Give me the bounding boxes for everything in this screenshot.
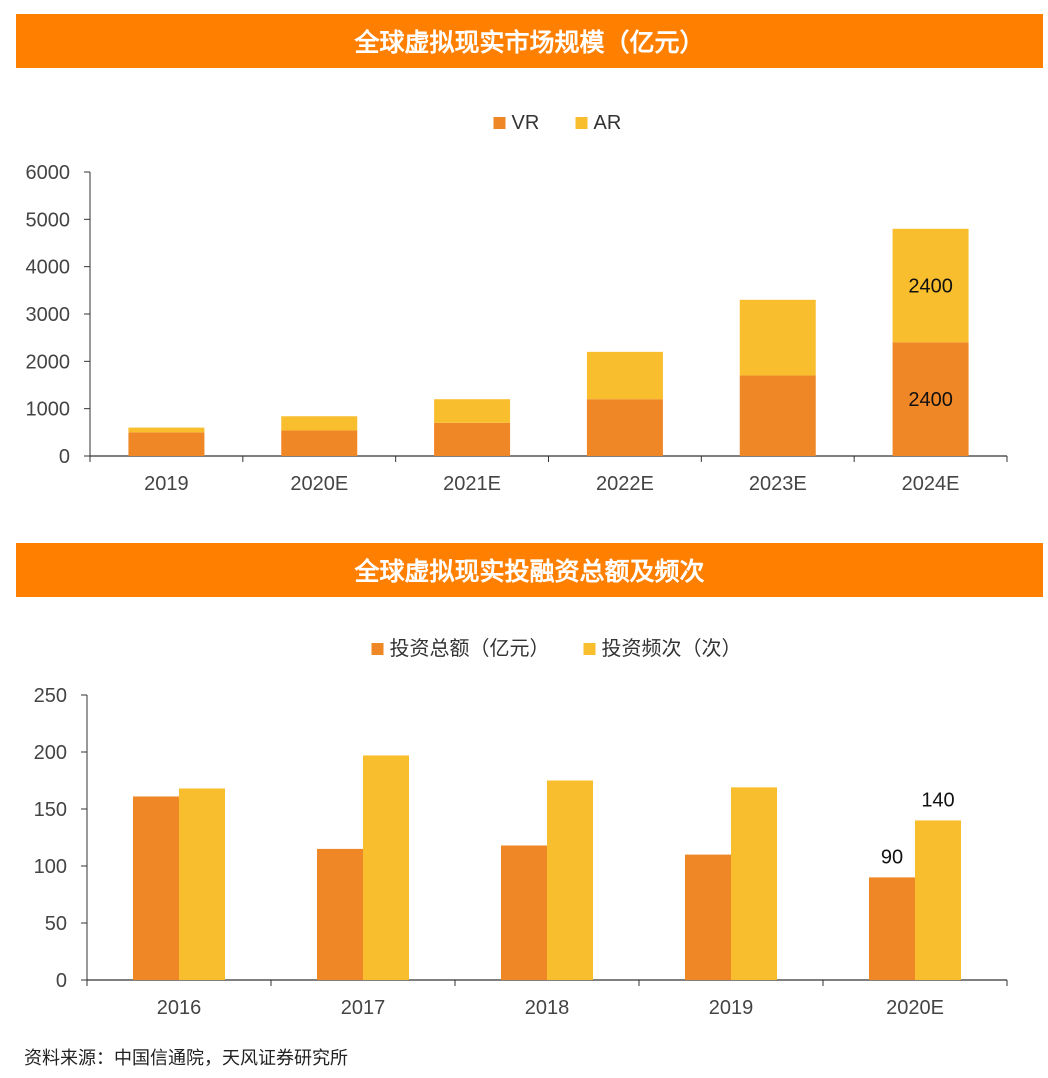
chart1-bar-VR-3: [586, 399, 663, 456]
source-note: 资料来源：中国信通院，天风证券研究所: [24, 1048, 348, 1069]
chart1-x-tick-label-4: 2023E: [749, 473, 807, 495]
chart1-legend-swatch-1: [575, 117, 588, 129]
chart1-title-banner: 全球虚拟现实市场规模（亿元）: [16, 14, 1043, 68]
chart1-bar-VR-5: [892, 342, 969, 456]
chart2-x-tick-label-0: 2016: [157, 997, 202, 1019]
chart1-bar-AR-2: [434, 399, 511, 423]
chart1-title: 全球虚拟现实市场规模（亿元）: [354, 28, 705, 57]
chart1-y-tick-label-3: 3000: [26, 304, 71, 326]
chart2-bar-s1-3: [731, 787, 777, 980]
chart1-x-tick-label-5: 2024E: [902, 473, 960, 495]
chart1-y-tick-label-1: 1000: [26, 399, 71, 421]
chart1-bar-VR-4: [739, 375, 816, 456]
chart2-y-tick-label-3: 150: [34, 799, 67, 821]
chart1-data-label-1: 2400: [908, 389, 953, 411]
chart2-y-tick-label-2: 100: [34, 856, 67, 878]
chart1-bar-AR-1: [281, 416, 358, 431]
chart1-data-label-0: 2400: [908, 276, 953, 298]
chart1-bar-VR-2: [434, 422, 511, 456]
chart2-bar-s1-4: [915, 820, 961, 980]
chart2-data-label-1: 140: [921, 789, 954, 811]
chart2-y-tick-label-5: 250: [34, 685, 67, 707]
chart1-y-tick-label-5: 5000: [26, 209, 71, 231]
chart2-bar-s1-2: [547, 780, 593, 980]
chart2-data-label-0: 90: [881, 846, 903, 868]
chart1-y-tick-label-0: 0: [59, 446, 70, 468]
chart2-legend-swatch-0: [371, 643, 384, 655]
chart2-bar-s1-1: [363, 755, 409, 980]
chart1-x-tick-label-1: 2020E: [290, 473, 348, 495]
chart1-x-tick-label-0: 2019: [144, 473, 189, 495]
chart2-legend-label-0: 投资总额（亿元）: [390, 637, 550, 660]
chart2-y-tick-label-1: 50: [45, 913, 67, 935]
investment-chart: 投资总额（亿元） 投资频次（次） 0 50 100 150 200 250 2016 2017 20…: [34, 637, 1008, 1019]
chart2-x-tick-label-1: 2017: [341, 997, 386, 1019]
chart2-bar-s0-3: [685, 854, 731, 980]
chart2-bar-s1-0: [179, 788, 225, 980]
chart2-title: 全球虚拟现实投融资总额及频次: [354, 557, 705, 586]
chart2-y-tick-label-4: 200: [34, 742, 67, 764]
chart2-bar-s0-4: [869, 877, 915, 980]
chart2-title-banner: 全球虚拟现实投融资总额及频次: [16, 543, 1043, 597]
chart1-bar-AR-3: [586, 351, 663, 400]
chart1-y-tick-label-6: 6000: [26, 162, 71, 184]
chart1-bar-VR-1: [281, 430, 358, 456]
chart1-x-tick-label-3: 2022E: [596, 473, 654, 495]
chart2-x-tick-label-4: 2020E: [886, 997, 944, 1019]
chart1-bar-AR-0: [128, 427, 205, 433]
chart1-legend-swatch-0: [493, 117, 506, 129]
chart2-bar-s0-2: [501, 845, 547, 980]
chart1-legend-label-0: VR: [512, 112, 540, 134]
chart1-bar-AR-4: [739, 299, 816, 376]
chart1-legend-label-1: AR: [594, 112, 622, 134]
chart1-y-tick-label-4: 4000: [26, 257, 71, 279]
chart1-x-tick-label-2: 2021E: [443, 473, 501, 495]
chart2-x-tick-label-3: 2019: [709, 997, 754, 1019]
chart2-y-tick-label-0: 0: [56, 970, 67, 992]
chart1-y-tick-label-2: 2000: [26, 351, 71, 373]
chart2-x-tick-label-2: 2018: [525, 997, 570, 1019]
chart1-bar-AR-5: [892, 228, 969, 343]
chart2-legend-label-1: 投资频次（次）: [602, 637, 742, 660]
chart1-bar-VR-0: [128, 432, 205, 456]
chart2-bar-s0-1: [317, 848, 363, 980]
chart2-bar-s0-0: [133, 796, 179, 980]
market-size-chart: VR AR 0 1000 2000 3000 4000 5000 6000 2019 2020E 20…: [26, 112, 1008, 495]
chart2-legend-swatch-1: [583, 643, 596, 655]
